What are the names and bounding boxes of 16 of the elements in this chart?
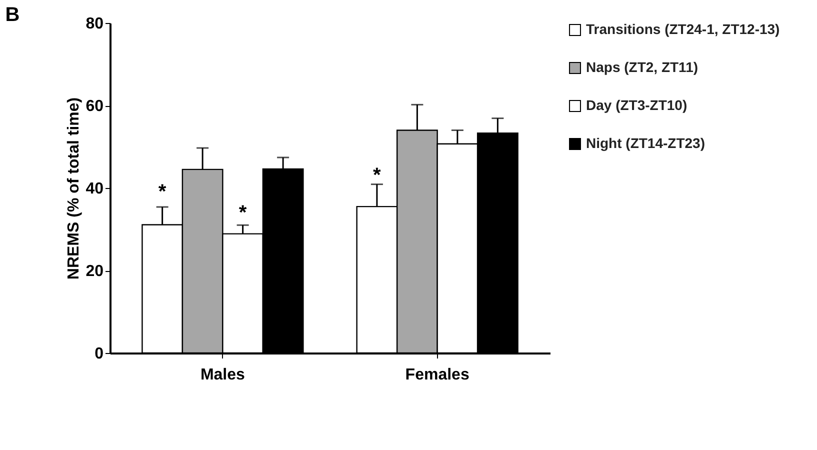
legend-label: Transitions (ZT24-1, ZT12-13) <box>586 21 780 37</box>
y-axis-title: NREMS (% of total time) <box>66 97 83 280</box>
y-tick-label: 0 <box>94 346 104 362</box>
y-tick-label: 80 <box>86 16 104 32</box>
annotation: * <box>373 164 382 187</box>
annotation: * <box>158 181 166 204</box>
legend-label: Day (ZT3-ZT10) <box>586 97 688 113</box>
y-tick-label: 40 <box>86 180 104 198</box>
chart-title: B <box>5 4 20 26</box>
y-tick-label: 20 <box>86 263 104 280</box>
x-tick-label: Females <box>405 366 470 384</box>
annotation: * <box>238 202 247 224</box>
x-tick-label: Males <box>200 366 246 384</box>
legend-label: Naps (ZT2, ZT11) <box>586 59 698 75</box>
y-tick-label: 60 <box>86 98 104 115</box>
legend-label: Night (ZT14-ZT23) <box>586 135 705 151</box>
